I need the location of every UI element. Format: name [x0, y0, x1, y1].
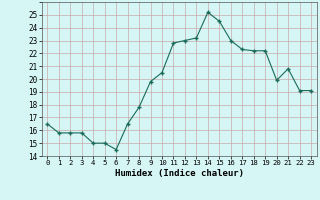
X-axis label: Humidex (Indice chaleur): Humidex (Indice chaleur)	[115, 169, 244, 178]
